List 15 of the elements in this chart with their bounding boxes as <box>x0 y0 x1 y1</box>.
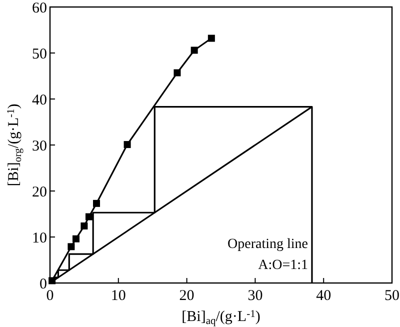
y-tick-label: 40 <box>32 92 47 108</box>
annotation: A:O=1:1 <box>258 258 308 273</box>
x-tick-label: 50 <box>384 288 400 304</box>
x-tick-label: 30 <box>248 288 263 304</box>
y-tick-label: 0 <box>40 276 47 292</box>
y-tick-label: 60 <box>32 0 47 16</box>
y-tick-label: 50 <box>32 46 47 62</box>
y-tick-label: 20 <box>32 184 47 200</box>
x-tick-label: 20 <box>179 288 194 304</box>
y-tick-label: 30 <box>32 138 47 154</box>
x-axis-title: [Bi]$_{aq}$/(g·L$^{-1}$) <box>182 308 260 327</box>
x-tick-label: 40 <box>316 288 332 304</box>
annotation: Operating line <box>228 236 308 252</box>
x-tick-label: 10 <box>110 288 126 304</box>
y-tick-label: 10 <box>32 230 47 246</box>
